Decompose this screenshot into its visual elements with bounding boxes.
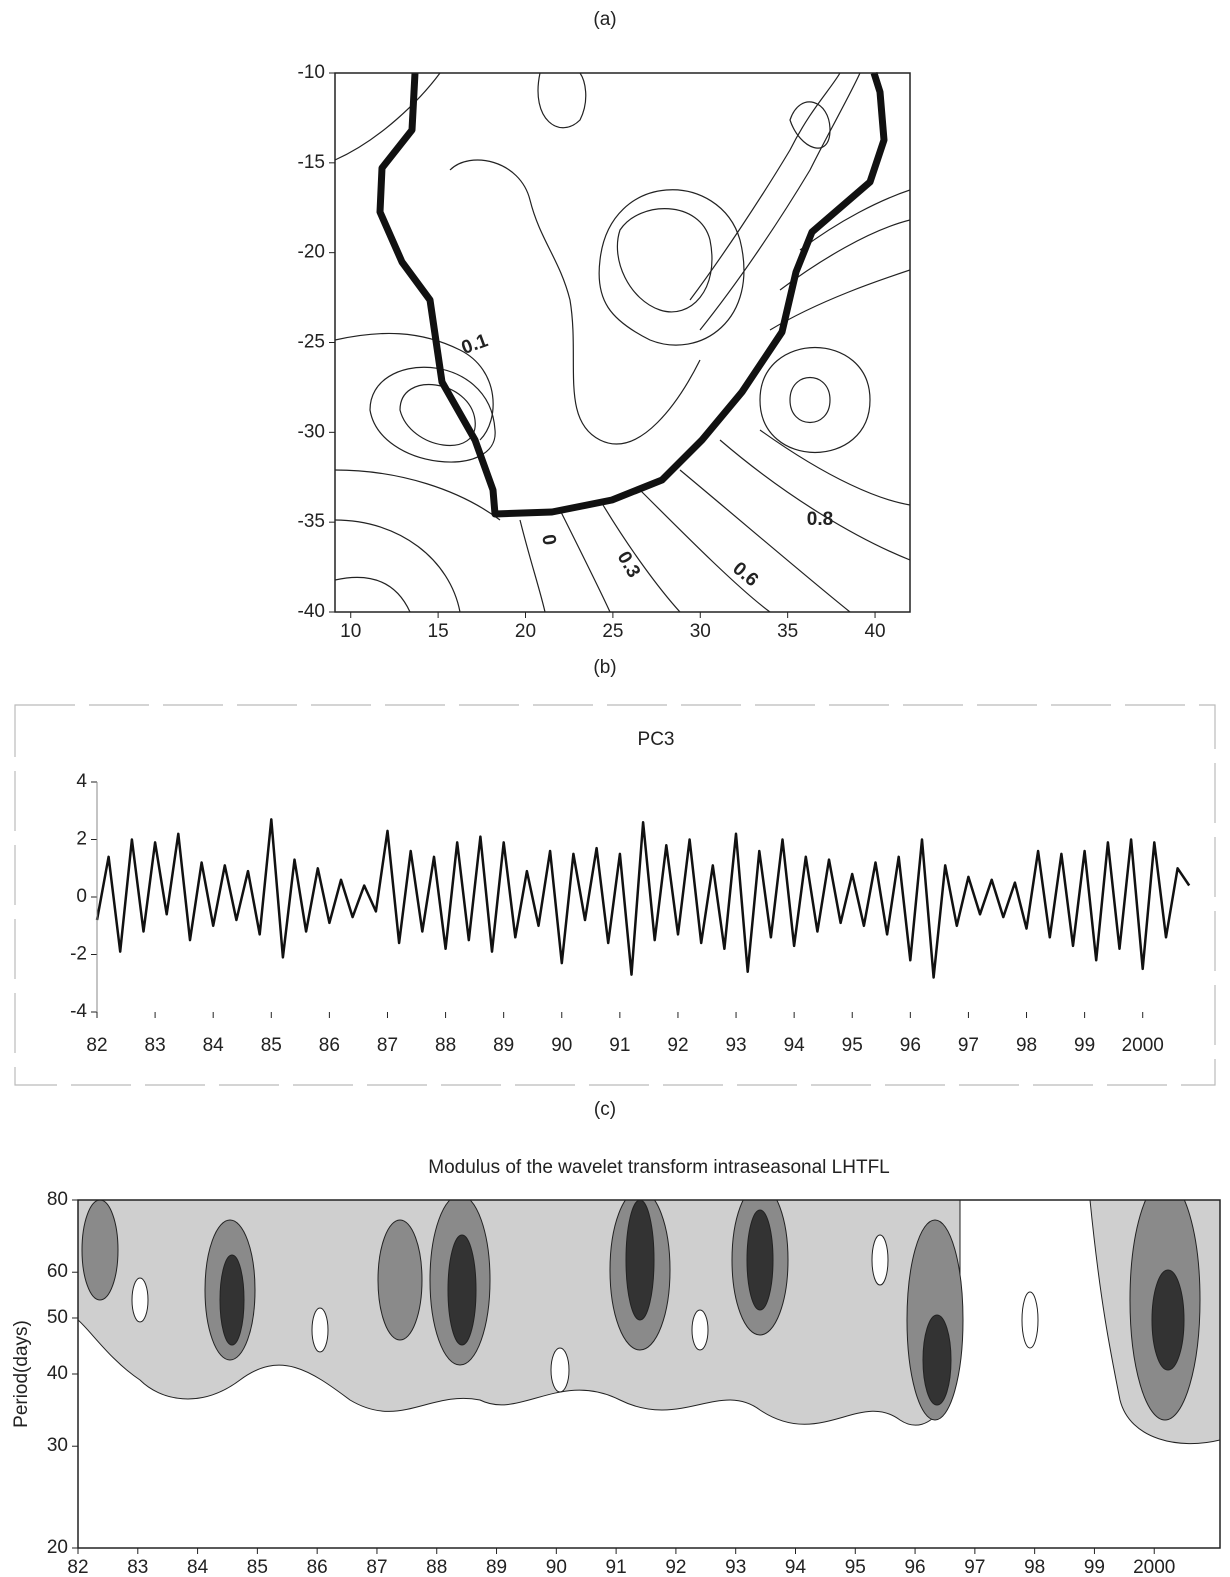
chart-title: Modulus of the wavelet transform intrase…	[428, 1157, 890, 1178]
y-tick-label: 30	[47, 1435, 68, 1456]
contour-label: 0.1	[459, 330, 491, 359]
y-tick-label: 0	[76, 886, 87, 907]
x-tick-label: 98	[1016, 1035, 1037, 1056]
x-tick-label: 93	[725, 1035, 746, 1056]
x-tick-label: 84	[187, 1557, 209, 1577]
x-tick-label: 99	[1084, 1557, 1105, 1577]
x-tick-label: 85	[261, 1035, 282, 1056]
x-tick-label: 88	[435, 1035, 456, 1056]
panel-label: (b)	[593, 657, 616, 678]
x-tick-label: 95	[845, 1557, 866, 1577]
x-tick-label: 94	[785, 1557, 807, 1577]
chart-title: PC3	[638, 729, 675, 750]
x-tick-label: 99	[1074, 1035, 1095, 1056]
y-tick-label: 2	[76, 829, 87, 850]
x-tick-label: 86	[307, 1557, 328, 1577]
contour-label: 0.6	[728, 558, 762, 591]
x-tick-label: 15	[428, 621, 449, 642]
x-tick-label: 85	[247, 1557, 268, 1577]
x-tick-label: 40	[864, 621, 885, 642]
x-tick-label: 89	[486, 1557, 507, 1577]
y-tick-label: -15	[298, 152, 325, 173]
contour-label: 0.3	[613, 548, 644, 581]
x-tick-label: 97	[964, 1557, 985, 1577]
contour-lines	[335, 73, 910, 612]
x-tick-label: 97	[958, 1035, 979, 1056]
coastline	[376, 71, 888, 518]
y-tick-label: 20	[47, 1537, 68, 1558]
x-tick-label: 87	[377, 1035, 398, 1056]
y-tick-label: -25	[298, 332, 325, 353]
wavelet-shading	[78, 1200, 1220, 1445]
x-tick-label: 25	[602, 621, 623, 642]
x-tick-label: 86	[319, 1035, 340, 1056]
contour-label: 0.8	[807, 509, 833, 530]
x-tick-label: 89	[493, 1035, 514, 1056]
x-tick-label: 30	[690, 621, 711, 642]
x-tick-label: 98	[1024, 1557, 1045, 1577]
x-tick-label: 35	[777, 621, 798, 642]
panel-frame	[14, 704, 1216, 1086]
x-tick-label: 82	[86, 1035, 107, 1056]
x-tick-label: 96	[904, 1557, 925, 1577]
x-tick-label: 92	[665, 1557, 686, 1577]
x-tick-label: 92	[667, 1035, 688, 1056]
x-tick-label: 94	[784, 1035, 806, 1056]
x-tick-label: 10	[340, 621, 361, 642]
y-tick-label: 50	[47, 1307, 68, 1328]
y-tick-label: -40	[298, 601, 325, 622]
y-tick-label: -20	[298, 242, 325, 263]
y-tick-label: -30	[298, 421, 325, 442]
x-tick-label: 91	[609, 1035, 630, 1056]
y-tick-label: 4	[76, 771, 87, 792]
x-tick-label: 96	[900, 1035, 921, 1056]
series-line	[95, 818, 1191, 979]
y-tick-label: 40	[47, 1363, 68, 1384]
x-tick-label: 88	[426, 1557, 447, 1577]
x-tick-label: 2000	[1122, 1035, 1164, 1056]
x-tick-label: 87	[366, 1557, 387, 1577]
x-tick-label: 82	[67, 1557, 88, 1577]
panel-label: (c)	[594, 1099, 616, 1120]
y-tick-label: 80	[47, 1189, 68, 1210]
x-tick-label: 91	[606, 1557, 627, 1577]
x-tick-label: 93	[725, 1557, 746, 1577]
x-tick-label: 95	[842, 1035, 863, 1056]
panel-label: (a)	[593, 9, 616, 30]
y-tick-label: -10	[298, 62, 325, 83]
plot-frame	[334, 72, 911, 613]
contour-label: 0	[537, 533, 560, 547]
x-tick-label: 84	[203, 1035, 225, 1056]
y-tick-label: -4	[70, 1001, 87, 1022]
y-tick-label: -2	[70, 944, 87, 965]
x-tick-label: 2000	[1133, 1557, 1175, 1577]
x-tick-label: 20	[515, 621, 536, 642]
x-tick-label: 83	[145, 1035, 166, 1056]
y-tick-label: -35	[298, 511, 325, 532]
y-tick-label: 60	[47, 1261, 68, 1282]
x-tick-label: 90	[551, 1035, 572, 1056]
x-tick-label: 90	[546, 1557, 567, 1577]
y-axis-label: Period(days)	[11, 1320, 32, 1428]
x-tick-label: 83	[127, 1557, 148, 1577]
